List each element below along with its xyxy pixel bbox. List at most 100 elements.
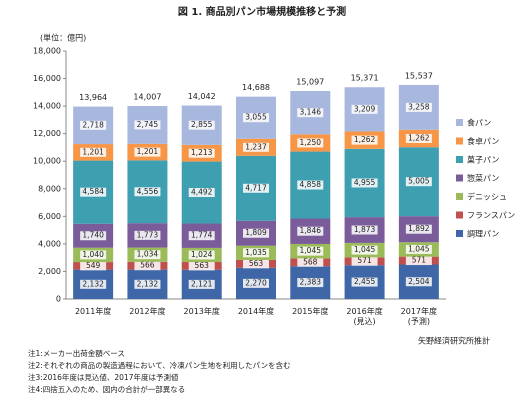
value-label: 568	[303, 257, 318, 266]
value-label: 1,740	[82, 231, 104, 240]
value-label: 1,774	[191, 231, 213, 240]
value-label: 2,383	[300, 278, 322, 287]
legend-label: デニッシュ	[467, 192, 507, 202]
value-label: 2,855	[191, 120, 213, 129]
value-label-bg	[80, 250, 107, 260]
value-label-bg	[243, 142, 269, 152]
legend-label: 食卓パン	[467, 136, 499, 146]
y-tick-label: 0	[56, 295, 61, 304]
value-label-bg	[405, 256, 432, 266]
value-label-bg	[405, 102, 432, 112]
value-label: 5,005	[408, 177, 430, 186]
value-label-bg	[134, 120, 161, 130]
value-label-bg	[134, 261, 161, 271]
value-label: 571	[412, 256, 427, 265]
y-tick-label: 18,000	[33, 47, 61, 56]
value-label-bg	[405, 134, 432, 144]
value-label-bg	[243, 278, 269, 288]
y-tick-label: 8,000	[38, 184, 61, 193]
value-label-bg	[351, 104, 378, 114]
x-tick-label: 2017年度 (予測)	[400, 307, 438, 326]
value-label-bg	[297, 108, 324, 118]
value-label-bg	[80, 147, 107, 157]
value-label: 566	[140, 261, 155, 270]
value-label: 4,858	[300, 180, 322, 189]
value-label-bg	[351, 256, 378, 266]
value-label: 2,718	[82, 120, 104, 129]
value-label: 1,213	[191, 148, 213, 157]
value-label: 1,045	[300, 246, 322, 255]
value-label-bg	[405, 177, 432, 187]
legend-label: フランスパン	[467, 211, 515, 220]
legend-label: 惣菜パン	[467, 173, 499, 183]
value-label: 2,121	[191, 279, 213, 288]
legend-label: 食パン	[467, 118, 491, 128]
total-label: 14,007	[133, 93, 161, 102]
value-label: 1,201	[82, 147, 104, 156]
value-label-bg	[134, 187, 161, 197]
value-label-bg	[297, 180, 324, 190]
y-tick-label: 14,000	[33, 102, 61, 111]
value-label: 1,201	[137, 147, 159, 156]
y-tick-label: 2,000	[38, 267, 61, 276]
value-label: 1,846	[300, 226, 322, 235]
value-label-bg	[297, 257, 324, 267]
value-label-bg	[351, 135, 378, 145]
total-label: 15,537	[405, 71, 433, 80]
total-label: 14,688	[242, 83, 270, 92]
value-label-bg	[188, 188, 215, 198]
value-label: 563	[249, 259, 264, 268]
value-label: 1,040	[82, 250, 104, 259]
value-label: 563	[195, 261, 210, 270]
value-label-bg	[80, 261, 107, 271]
x-tick-label: 2012年度	[129, 307, 166, 316]
value-label: 1,250	[300, 138, 322, 147]
value-label: 1,024	[191, 250, 213, 259]
total-label: 13,964	[79, 93, 107, 102]
value-label: 1,045	[354, 245, 376, 254]
value-label: 1,262	[354, 135, 376, 144]
note: 注1:メーカー出荷金額ベース	[28, 349, 125, 358]
value-label-bg	[243, 248, 269, 258]
value-label-bg	[188, 279, 215, 289]
y-tick-label: 4,000	[38, 239, 61, 248]
x-tick-label: 2016年度 (見込)	[346, 307, 383, 326]
value-label-bg	[297, 226, 324, 236]
value-label: 4,492	[191, 188, 213, 197]
value-label-bg	[351, 178, 378, 188]
value-label: 1,262	[408, 134, 430, 143]
value-label-bg	[405, 224, 432, 234]
value-label-bg	[134, 250, 161, 260]
value-label: 2,132	[82, 279, 104, 288]
value-label-bg	[297, 278, 324, 288]
legend-swatch	[456, 174, 463, 182]
value-label-bg	[80, 231, 107, 241]
value-label-bg	[188, 261, 215, 271]
value-label: 2,132	[137, 279, 159, 288]
value-label: 3,146	[300, 108, 322, 117]
value-label-bg	[351, 277, 378, 287]
x-tick-label: 2014年度	[237, 307, 275, 316]
value-label-bg	[243, 113, 269, 123]
note: 注4:四捨五入のため、図内の合計が一部異なる	[28, 385, 186, 394]
value-label: 4,955	[354, 178, 376, 187]
value-label: 1,045	[408, 244, 430, 253]
value-label-bg	[351, 245, 378, 255]
value-label-bg	[243, 183, 269, 193]
value-label: 2,745	[137, 120, 159, 129]
chart-title: 図 1. 商品別パン市場規模推移と予測	[178, 5, 346, 18]
y-tick-label: 16,000	[33, 74, 61, 83]
value-label: 1,035	[245, 248, 267, 257]
x-tick-label: 2013年度	[183, 307, 220, 316]
value-label: 1,873	[354, 225, 376, 234]
value-label-bg	[351, 225, 378, 235]
note: 注3:2016年度は見込値、2017年度は予測値	[28, 373, 179, 382]
value-label: 2,270	[245, 278, 267, 287]
legend-swatch	[456, 193, 463, 200]
value-label-bg	[80, 187, 107, 197]
value-label-bg	[188, 120, 215, 130]
x-tick-label: 2015年度	[292, 307, 329, 316]
value-label-bg	[80, 120, 107, 130]
